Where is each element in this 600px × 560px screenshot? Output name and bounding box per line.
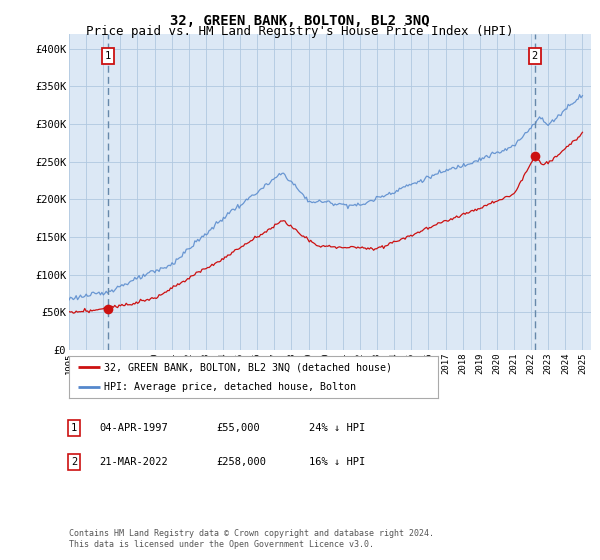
Text: £258,000: £258,000 [216,457,266,467]
Text: HPI: Average price, detached house, Bolton: HPI: Average price, detached house, Bolt… [104,382,356,391]
Text: 2: 2 [532,51,538,61]
Text: 04-APR-1997: 04-APR-1997 [99,423,168,433]
Text: Price paid vs. HM Land Registry's House Price Index (HPI): Price paid vs. HM Land Registry's House … [86,25,514,38]
Text: £55,000: £55,000 [216,423,260,433]
Text: 21-MAR-2022: 21-MAR-2022 [99,457,168,467]
Text: 1: 1 [105,51,111,61]
Text: Contains HM Land Registry data © Crown copyright and database right 2024.
This d: Contains HM Land Registry data © Crown c… [69,529,434,549]
Text: 2: 2 [71,457,77,467]
Text: 16% ↓ HPI: 16% ↓ HPI [309,457,365,467]
Text: 1: 1 [71,423,77,433]
Text: 32, GREEN BANK, BOLTON, BL2 3NQ (detached house): 32, GREEN BANK, BOLTON, BL2 3NQ (detache… [104,362,392,372]
Text: 32, GREEN BANK, BOLTON, BL2 3NQ: 32, GREEN BANK, BOLTON, BL2 3NQ [170,14,430,28]
Text: 24% ↓ HPI: 24% ↓ HPI [309,423,365,433]
